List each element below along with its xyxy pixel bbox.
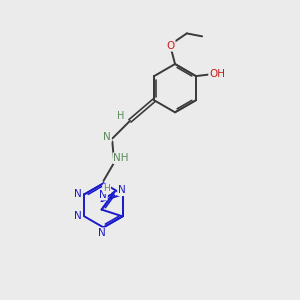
Text: H: H	[103, 184, 110, 193]
Text: N: N	[74, 189, 82, 199]
Text: N: N	[74, 212, 82, 221]
Text: NH: NH	[113, 153, 129, 163]
Text: N: N	[98, 228, 106, 238]
Text: O: O	[167, 41, 175, 51]
Text: OH: OH	[209, 69, 225, 79]
Text: H: H	[118, 110, 125, 121]
Text: N: N	[118, 185, 126, 195]
Text: N: N	[103, 132, 111, 142]
Text: N: N	[99, 190, 107, 200]
